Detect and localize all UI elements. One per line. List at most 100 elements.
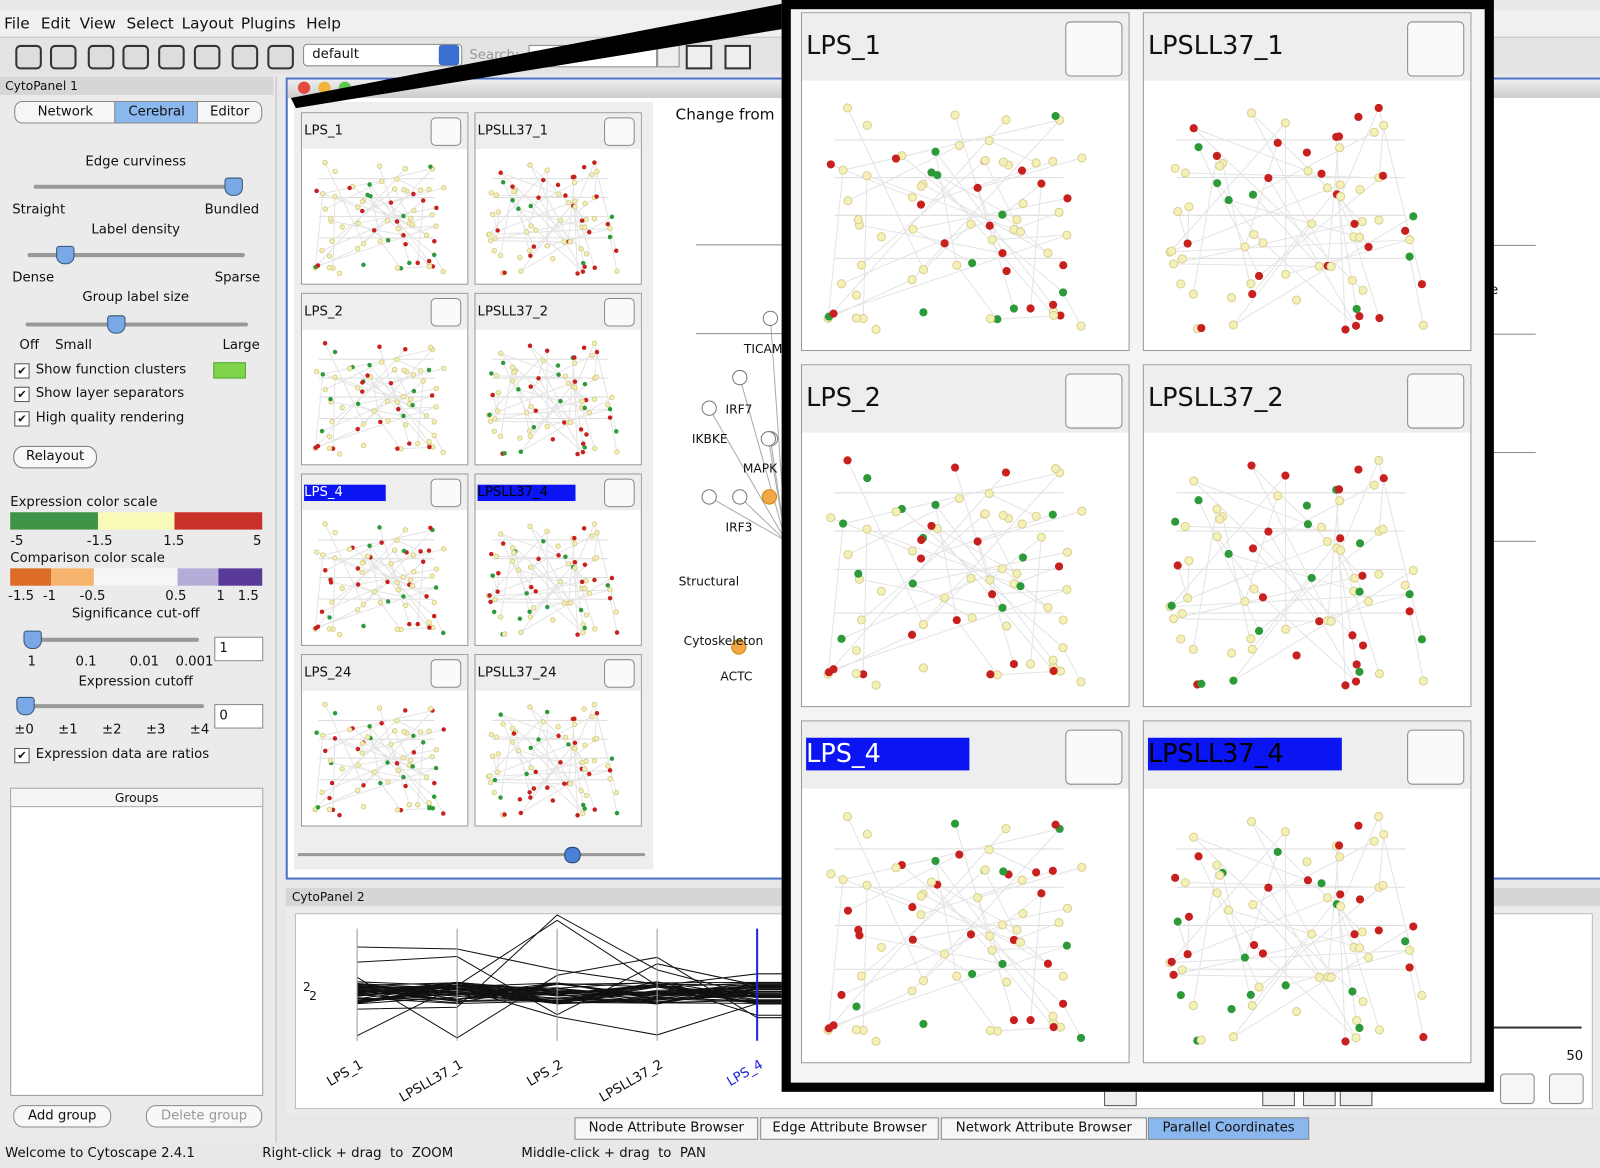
button[interactable]: Add group — [13, 1105, 112, 1128]
tab[interactable]: Parallel Coordinates — [1147, 1117, 1310, 1140]
layout-select[interactable]: default — [303, 43, 463, 67]
thumb-button[interactable] — [604, 297, 635, 327]
toolbar-icon[interactable] — [267, 44, 294, 70]
toolbar-icon[interactable] — [158, 44, 185, 70]
slider-thumb[interactable] — [16, 696, 35, 716]
edge — [1193, 127, 1309, 172]
edge — [934, 504, 958, 621]
slider-track[interactable] — [25, 322, 248, 327]
slider-track[interactable] — [27, 253, 245, 258]
slider-thumb[interactable] — [107, 315, 126, 334]
menu-item[interactable]: Layout — [181, 14, 234, 33]
tool-button[interactable] — [1548, 1073, 1584, 1105]
thumb-button[interactable] — [430, 478, 462, 508]
thumbnail[interactable]: LPSLL37_2 — [474, 292, 642, 466]
node — [1037, 179, 1046, 188]
button[interactable]: Delete group — [145, 1105, 263, 1128]
slider-track[interactable] — [1489, 1026, 1582, 1029]
slider-thumb[interactable] — [564, 846, 581, 864]
tab[interactable]: Network — [14, 101, 117, 124]
thumbnail[interactable]: LPSLL37_24 — [474, 654, 642, 827]
node — [332, 736, 338, 741]
thumb-label: LPSLL37_1 — [477, 123, 549, 139]
edge — [379, 166, 410, 264]
thumbnail[interactable]: LPS_4 — [301, 473, 469, 646]
relayout-button[interactable]: Relayout — [13, 445, 97, 469]
slider-track[interactable] — [297, 853, 645, 857]
thumb-button[interactable] — [604, 478, 635, 508]
toolbar-icon[interactable] — [685, 44, 713, 70]
toolbar-icon[interactable] — [49, 44, 77, 70]
node — [541, 177, 546, 183]
slider-track[interactable] — [18, 704, 205, 709]
node — [760, 431, 777, 447]
node — [429, 753, 435, 760]
thumb-button[interactable] — [604, 659, 635, 688]
menu-item[interactable]: View — [79, 14, 116, 33]
input-field[interactable]: 0 — [214, 704, 264, 729]
thumbnail[interactable]: LPS_4 — [801, 720, 1130, 1064]
menu-item[interactable]: Edit — [40, 14, 71, 33]
thumbnail[interactable]: LPSLL37_2 — [1142, 364, 1472, 708]
checkbox[interactable]: ✔ — [14, 747, 30, 764]
thumb-button[interactable] — [1065, 373, 1123, 429]
slider-thumb[interactable] — [56, 245, 75, 265]
tool-button[interactable] — [1499, 1073, 1535, 1105]
node — [502, 451, 507, 456]
menu-item[interactable]: Help — [306, 14, 342, 33]
edge — [901, 508, 1064, 649]
toolbar-icon[interactable] — [724, 44, 752, 70]
thumbnail[interactable]: LPS_1 — [801, 12, 1130, 352]
thumb-button[interactable] — [430, 297, 462, 327]
menu-item[interactable]: Plugins — [240, 14, 296, 33]
thumbnail[interactable]: LPSLL37_1 — [474, 112, 642, 285]
thumb-button[interactable] — [1407, 21, 1465, 77]
toolbar-icon[interactable] — [15, 44, 42, 70]
slider-track[interactable] — [33, 184, 240, 189]
thumb-button[interactable] — [604, 117, 635, 146]
thumbnail[interactable]: LPS_1 — [301, 112, 469, 285]
thumb-button[interactable] — [1065, 21, 1123, 77]
toolbar-icon[interactable] — [122, 44, 149, 70]
tab[interactable]: Edge Attribute Browser — [760, 1117, 939, 1140]
menu-item[interactable]: Select — [126, 14, 174, 33]
tab[interactable]: Node Attribute Browser — [574, 1117, 759, 1140]
thumb-button[interactable] — [1407, 729, 1465, 785]
toolbar-icon[interactable] — [87, 44, 115, 70]
slider-thumb[interactable] — [23, 630, 42, 649]
window-button[interactable] — [297, 81, 311, 94]
thumbnail[interactable]: LPS_2 — [801, 364, 1130, 708]
tab[interactable]: Editor — [196, 101, 263, 124]
tab[interactable]: Network Attribute Browser — [940, 1117, 1147, 1140]
node — [536, 737, 541, 742]
node — [732, 489, 748, 505]
thumbnail[interactable]: LPS_2 — [301, 292, 469, 466]
thumbnail[interactable]: LPSLL37_1 — [1142, 12, 1472, 352]
checkbox[interactable]: ✔ — [14, 386, 30, 403]
edge — [324, 343, 364, 425]
toolbar-icon[interactable] — [193, 44, 221, 70]
node — [1302, 501, 1311, 510]
thumb-button[interactable] — [430, 117, 462, 146]
edge — [574, 162, 595, 208]
toolbar-icon[interactable] — [231, 44, 259, 70]
color-band — [174, 512, 263, 530]
checkbox[interactable]: ✔ — [14, 411, 30, 427]
window-button[interactable] — [318, 81, 331, 94]
node — [528, 745, 533, 751]
node — [545, 604, 550, 610]
input-field[interactable]: 1 — [214, 636, 264, 662]
thumbnail[interactable]: LPSLL37_4 — [474, 473, 642, 646]
slider-track[interactable] — [25, 637, 199, 642]
thumb-button[interactable] — [1065, 729, 1123, 785]
checkbox[interactable]: ✔ — [14, 363, 30, 379]
thumbnail[interactable]: LPS_24 — [301, 654, 469, 827]
thumb-button[interactable] — [430, 659, 462, 688]
menu-item[interactable]: File — [4, 14, 30, 33]
tab[interactable]: Cerebral — [114, 101, 199, 124]
thumbnail[interactable]: LPSLL37_4 — [1142, 720, 1472, 1064]
node — [1048, 156, 1058, 166]
thumb-button[interactable] — [1407, 373, 1465, 429]
slider-thumb[interactable] — [224, 177, 243, 196]
node — [394, 265, 401, 271]
